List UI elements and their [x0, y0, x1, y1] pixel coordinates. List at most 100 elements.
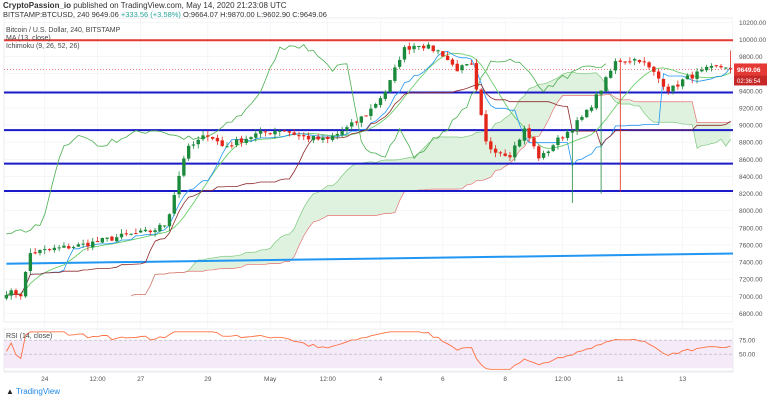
- candle-up: [91, 241, 95, 248]
- candle-down: [661, 78, 666, 87]
- candle-up: [589, 107, 594, 111]
- candle-down: [623, 61, 627, 63]
- trend-line: [6, 252, 736, 265]
- candle-up: [700, 69, 704, 72]
- candle-up: [52, 247, 57, 251]
- candle-down: [450, 59, 455, 65]
- candle-down: [210, 136, 215, 139]
- candle-down: [656, 71, 661, 79]
- candle-down: [647, 62, 651, 68]
- candle-up: [4, 295, 9, 299]
- time-tick-label: 29: [204, 376, 212, 383]
- candle-up: [541, 153, 546, 158]
- candle-up: [167, 214, 172, 227]
- candle-down: [469, 63, 474, 65]
- time-tick-label: 6: [441, 376, 445, 383]
- candle-up: [426, 44, 431, 49]
- price-tick-label: 9200.00: [739, 105, 763, 112]
- author-name[interactable]: CryptoPassion_io: [3, 1, 72, 10]
- candle-down: [302, 135, 306, 137]
- time-tick-label: 11: [617, 376, 624, 383]
- price-tick-label: 8800.00: [739, 140, 763, 147]
- candle-up: [244, 138, 248, 143]
- chart-grid: [3, 17, 734, 371]
- rsi-level-label: 50.00: [739, 352, 756, 359]
- candle-down: [652, 66, 656, 72]
- candle-down: [95, 241, 100, 243]
- time-tick-label: 4: [379, 376, 383, 383]
- time-tick-label: 12:00: [320, 376, 337, 383]
- candle-up: [158, 224, 162, 232]
- candle-up: [680, 79, 685, 87]
- candle-down: [719, 65, 723, 68]
- time-tick-label: 24: [41, 376, 49, 383]
- candle-down: [263, 131, 268, 133]
- candle-up: [465, 64, 469, 66]
- candle-down: [354, 121, 359, 123]
- candle-down: [47, 249, 52, 251]
- candle-up: [115, 237, 119, 242]
- candle-down: [628, 61, 632, 63]
- candle-up: [76, 244, 81, 247]
- candle-up: [604, 77, 608, 92]
- candle-up: [162, 225, 167, 227]
- candle-up: [71, 246, 76, 248]
- candle-up: [311, 136, 316, 141]
- tradingview-logo-icon: ▲: [6, 387, 14, 396]
- time-tick-label: 8: [503, 376, 507, 383]
- candle-down: [421, 45, 426, 49]
- candle-down: [220, 140, 224, 146]
- candle-down: [287, 131, 292, 133]
- price-tick-label: 8200.00: [739, 191, 763, 198]
- candle-down: [561, 137, 565, 139]
- time-tick-label: May: [264, 376, 277, 383]
- candle-up: [62, 245, 66, 248]
- candle-up: [177, 175, 181, 195]
- candle-up: [23, 271, 28, 297]
- candle-down: [503, 153, 507, 156]
- candle-down: [618, 60, 622, 62]
- last-price: 9649.06: [91, 10, 119, 19]
- candle-up: [139, 230, 143, 233]
- price-axis: 6800.00 7000.00 7200.00 7400.00 7600.00 7800.…: [733, 14, 768, 375]
- candle-up: [685, 75, 690, 80]
- candle-up: [172, 195, 176, 214]
- symbol-line: BITSTAMP:BTCUSD, 240: [3, 10, 90, 19]
- indicator-lines: [6, 44, 731, 296]
- price-tick-label: 8400.00: [739, 174, 763, 181]
- candle-up: [258, 130, 263, 134]
- candle-down: [364, 115, 368, 117]
- candle-up: [551, 145, 555, 151]
- candle-up: [234, 139, 239, 146]
- candle-down: [690, 74, 694, 79]
- candle-down: [306, 135, 311, 140]
- candle-down: [474, 63, 479, 90]
- candle-down: [230, 145, 234, 147]
- candle-down: [67, 246, 71, 249]
- candle-up: [28, 253, 33, 271]
- candle-down: [532, 137, 536, 147]
- candle-down: [292, 132, 296, 135]
- candle-up: [695, 71, 699, 79]
- candle-up: [350, 122, 354, 127]
- candle-up: [143, 229, 148, 232]
- candle-up: [397, 59, 402, 67]
- candle-down: [498, 152, 503, 154]
- candle-down: [484, 114, 488, 142]
- legend-rsi: RSI (14, close): [6, 333, 53, 340]
- candle-up: [321, 137, 325, 141]
- candle-up: [273, 130, 277, 135]
- candle-up: [393, 67, 397, 81]
- candle-up: [57, 247, 61, 249]
- candle-up: [201, 135, 205, 140]
- candle-up: [330, 136, 335, 140]
- cloud-area: [131, 72, 731, 296]
- candle-up: [709, 65, 714, 68]
- rsi-band: [4, 340, 733, 369]
- candle-up: [38, 249, 42, 254]
- tradingview-logo[interactable]: ▲ TradingView: [6, 387, 60, 396]
- rsi-panel: 75.00 50.00: [3, 328, 756, 372]
- candle-up: [335, 133, 340, 136]
- candle-up: [513, 145, 517, 158]
